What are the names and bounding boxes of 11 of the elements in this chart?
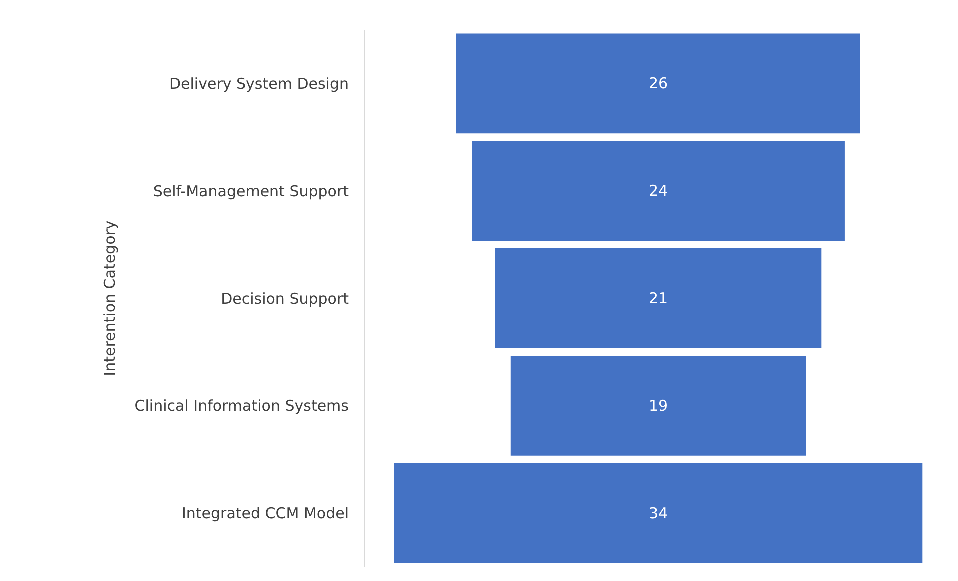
category-label: Integrated CCM Model [182, 504, 349, 523]
category-label: Clinical Information Systems [134, 397, 350, 416]
data-label: 21 [648, 290, 668, 308]
category-label: Delivery System Design [169, 74, 349, 93]
text: Interention Category [101, 220, 120, 376]
data-label: 26 [648, 74, 668, 93]
category-label: Decision Support [221, 290, 350, 308]
data-label: 24 [648, 182, 668, 200]
data-label: 19 [648, 396, 668, 415]
category-label: Self-Management Support [153, 182, 350, 200]
data-label: 34 [648, 504, 668, 522]
